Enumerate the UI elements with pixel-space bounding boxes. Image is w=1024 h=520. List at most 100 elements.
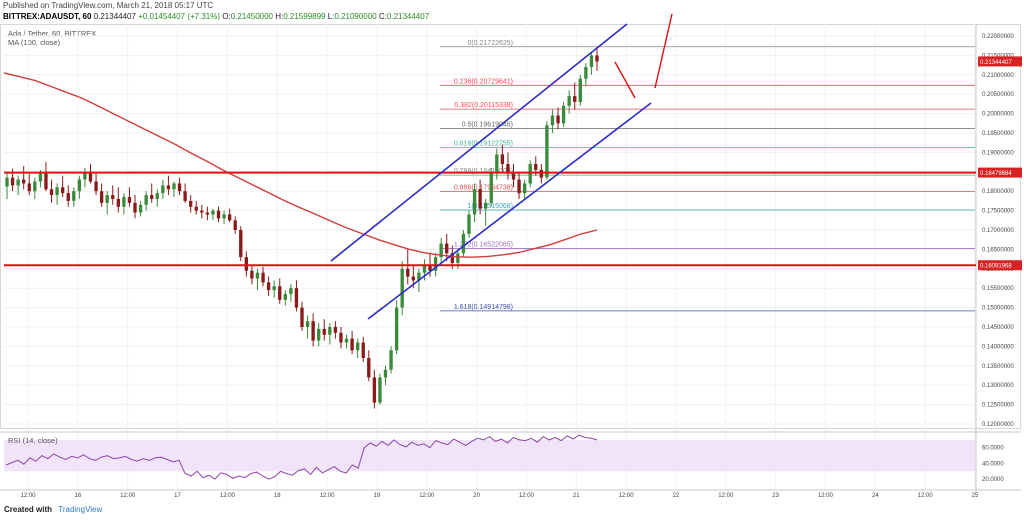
candle-body: [278, 286, 282, 300]
candle-body: [367, 358, 371, 378]
candle-body: [394, 307, 399, 351]
time-tick-label: 12:00: [918, 493, 934, 499]
price-tick-label: 0.12500000: [982, 403, 1014, 409]
candle-body: [500, 154, 505, 165]
rsi-tick-label: 20.0000: [982, 477, 1004, 483]
price-tick-label: 0.20500000: [982, 92, 1014, 98]
candle-body: [461, 233, 466, 254]
candle-body: [150, 195, 154, 199]
fib-level-label: 0.236(0.20729641): [454, 78, 513, 85]
price-tick-label: 0.19500000: [982, 131, 1014, 137]
candle-body: [495, 154, 499, 172]
chart-legend-title[interactable]: Ada / Tether, 60, BITTREX: [8, 29, 97, 38]
candle-body: [222, 214, 226, 219]
candle-body: [161, 185, 165, 194]
symbol: BITTREX:ADAUSDT, 60: [3, 12, 92, 21]
candle-body: [77, 179, 82, 192]
candle-body: [556, 115, 560, 124]
candle-body: [305, 321, 310, 327]
candle-body: [155, 193, 159, 199]
candle-body: [189, 200, 193, 207]
time-tick-label: 25: [972, 493, 979, 499]
candle-body: [383, 369, 388, 378]
candle-body: [517, 179, 521, 194]
candle-body: [183, 191, 187, 201]
candle-body: [99, 191, 104, 203]
price-change: +0.01454407 (+7.31%): [138, 12, 221, 21]
rsi-band: [4, 439, 975, 472]
candle-body: [38, 173, 43, 182]
candle-body: [406, 268, 410, 277]
candle-body: [417, 272, 421, 281]
time-tick-label: 12:00: [818, 493, 834, 499]
candle-body: [10, 177, 15, 186]
candle-body: [83, 171, 87, 180]
rsi-tick-label: 40.0000: [982, 461, 1004, 467]
candle-body: [88, 171, 93, 182]
price-tick-label: 0.17500000: [982, 209, 1014, 215]
candle-body: [333, 327, 338, 333]
candle-body: [344, 338, 349, 343]
candle-body: [177, 183, 182, 192]
resistance-price-label: 0.18479684: [980, 171, 1012, 177]
low-value: 0.21090000: [334, 12, 377, 21]
current-tag: [978, 56, 1022, 67]
candle-body: [16, 179, 20, 186]
candle-body: [472, 189, 477, 215]
candle-body: [445, 243, 449, 254]
fib-level-label: 1(0.17515068): [467, 203, 513, 210]
candle-body: [300, 307, 304, 327]
candle-body: [233, 220, 237, 230]
close-label: C:: [378, 12, 387, 21]
candle-body: [105, 195, 109, 203]
candle-body: [5, 177, 9, 187]
candle-body: [122, 197, 126, 207]
candle-body: [567, 96, 571, 106]
candle-body: [60, 187, 65, 194]
candle-body: [266, 282, 271, 291]
ma-legend[interactable]: MA (100, close): [8, 38, 61, 47]
price-tick-label: 0.18000000: [982, 189, 1014, 195]
close-value: 0.21344407: [386, 12, 430, 21]
candle-body: [433, 257, 438, 271]
symbol-ohlc-line: BITTREX:ADAUSDT, 60 0.21344407 +0.014544…: [3, 12, 429, 21]
footer-created: Created with: [4, 505, 53, 514]
rsi-line: [5, 434, 598, 480]
rsi-legend[interactable]: RSI (14, close): [8, 436, 58, 445]
price-tick-label: 0.12000000: [982, 422, 1014, 428]
projection-up-line: [654, 13, 673, 89]
channel-upper-line: [330, 23, 628, 262]
time-tick-label: 18: [274, 493, 281, 499]
price-tick-label: 0.20000000: [982, 112, 1014, 118]
fib-level-label: 0.382(0.20115338): [454, 102, 513, 109]
candle-body: [422, 264, 427, 273]
channel-lower-line: [367, 102, 652, 320]
candle-body: [389, 350, 393, 370]
resistance-tag: [978, 167, 1022, 178]
high-value: 0.21599899: [283, 12, 326, 21]
candle-body: [411, 276, 415, 281]
candle-body: [22, 179, 26, 184]
price-pane-frame: [0, 24, 1021, 429]
candle-body: [111, 195, 115, 199]
tradingview-logo[interactable]: TradingView: [58, 505, 103, 514]
candle-body: [227, 214, 232, 221]
candle-body: [584, 67, 588, 79]
candle-body: [255, 272, 260, 279]
candle-body: [49, 189, 54, 196]
candle-body: [561, 105, 566, 124]
candle-body: [211, 210, 215, 215]
price-tick-label: 0.21000000: [982, 73, 1014, 79]
candle-body: [378, 377, 382, 403]
candle-body: [205, 212, 210, 215]
candle-body: [44, 173, 48, 190]
time-tick-label: 12:00: [718, 493, 734, 499]
candle-body: [72, 191, 76, 201]
candle-body: [484, 202, 488, 209]
candle-body: [355, 342, 360, 351]
candle-body: [311, 321, 315, 341]
candle-body: [94, 181, 98, 192]
candle-body: [456, 253, 460, 263]
candle-body: [534, 164, 538, 170]
